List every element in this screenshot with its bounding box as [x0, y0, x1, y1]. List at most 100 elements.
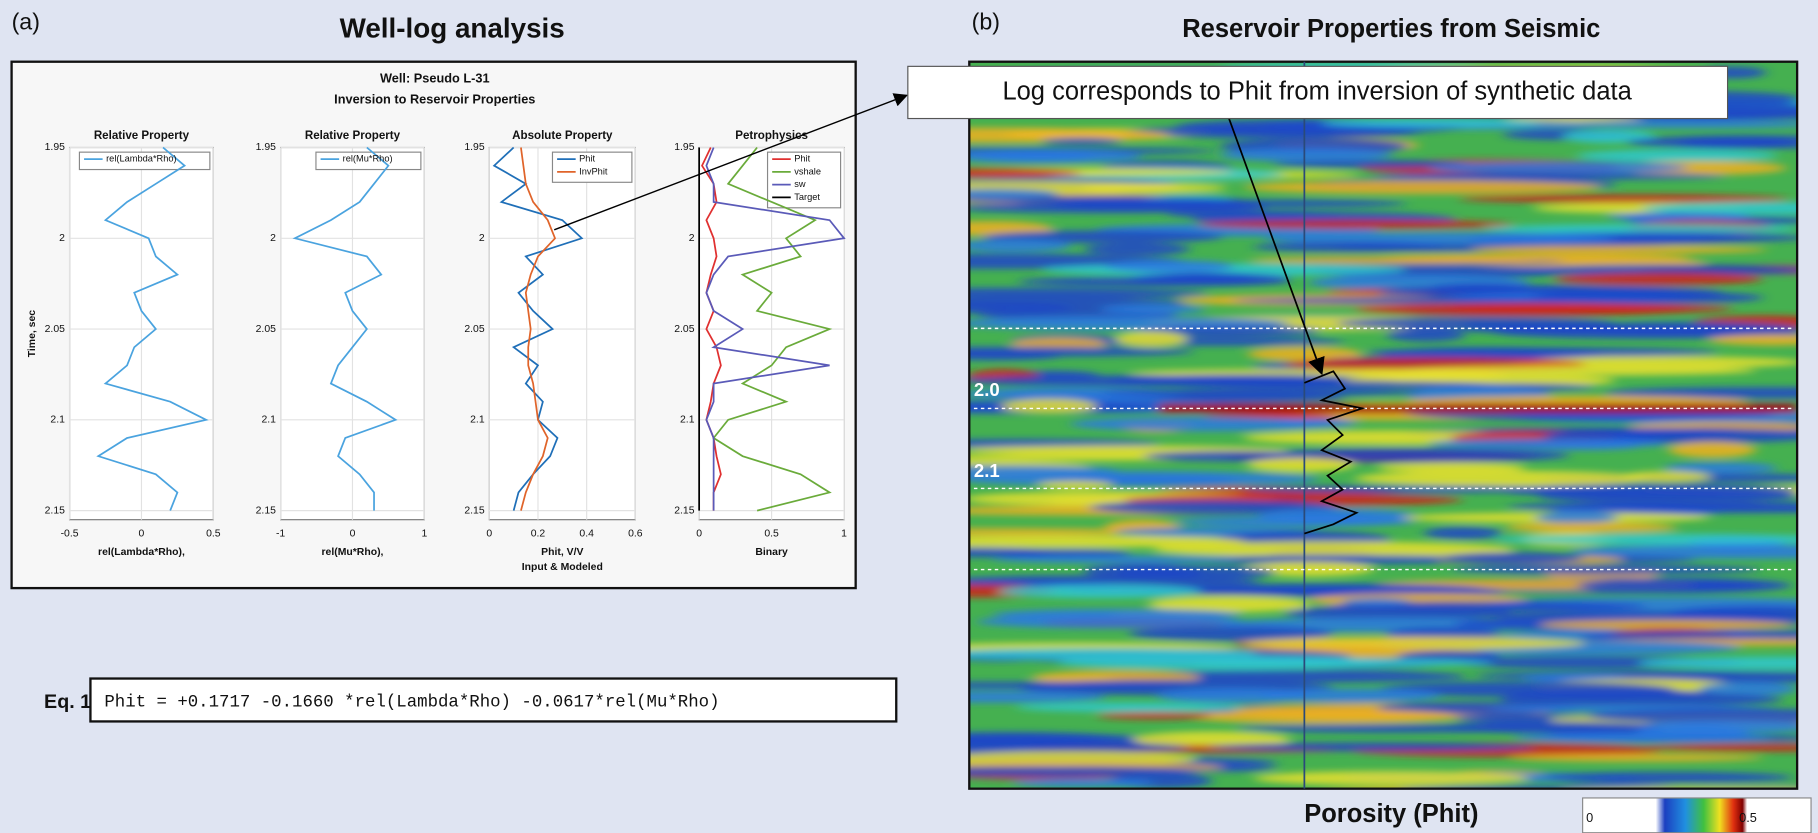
legend-label: rel(Lambda*Rho): [106, 154, 177, 164]
seismic-stripe: [1607, 212, 1752, 222]
x-axis-sublabel: Input & Modeled: [522, 562, 603, 573]
x-tick-label: 0.4: [579, 528, 594, 539]
y-axis-label: Time, sec: [27, 310, 38, 358]
y-tick-label: 1.95: [45, 142, 65, 153]
seismic-stripe: [1252, 242, 1443, 252]
x-tick-label: 0.6: [628, 528, 643, 539]
legend-label: Target: [794, 192, 820, 202]
colorbar: [1583, 798, 1811, 833]
seismic-stripe: [1386, 328, 1466, 341]
y-tick-label: 2: [59, 233, 65, 244]
seismic-stripe: [1191, 659, 1492, 667]
plot-area: [489, 148, 635, 520]
figure: (a) Well-log analysis Well: Pseudo L-31 …: [0, 0, 1818, 833]
seismic-stripe: [1100, 389, 1423, 396]
legend-label: InvPhit: [579, 166, 608, 176]
seismic-stripe: [1668, 442, 1756, 458]
y-tick-label: 2.15: [464, 505, 484, 516]
seismic-stripe: [1198, 220, 1514, 229]
seismic-stripe: [1017, 277, 1287, 287]
y-tick-label: 2.05: [464, 324, 484, 335]
y-tick-label: 2.05: [674, 324, 694, 335]
seismic-stripe: [1509, 754, 1763, 762]
seismic-stripe: [1512, 733, 1772, 743]
seismic-stripe: [1100, 305, 1206, 314]
y-tick-label: 2: [479, 233, 485, 244]
y-tick-label: 2.15: [256, 505, 276, 516]
x-axis-label: rel(Mu*Rho),: [321, 547, 383, 558]
colorbar-title: Porosity (Phit): [1304, 800, 1478, 828]
seismic-stripe: [1470, 246, 1767, 254]
y-tick-label: 2.05: [256, 324, 276, 335]
seismic-stripe: [991, 555, 1240, 563]
x-tick-label: 0: [486, 528, 492, 539]
x-tick-label: 0: [696, 528, 702, 539]
legend-label: sw: [794, 179, 806, 189]
seismic-stripe: [1243, 486, 1574, 493]
y-tick-label: 2.15: [45, 505, 65, 516]
seismic-stripe: [1002, 399, 1097, 414]
time-label: 2.1: [974, 460, 1000, 481]
seismic-stripe: [1250, 256, 1541, 263]
x-tick-label: -0.5: [61, 528, 79, 539]
seismic-stripe: [1554, 273, 1763, 286]
panel-label: (a): [12, 9, 40, 35]
y-tick-label: 2.1: [50, 415, 65, 426]
seismic-stripe: [1084, 243, 1190, 255]
x-tick-label: 1: [841, 528, 847, 539]
seismic-stripe: [1097, 712, 1211, 719]
seismic-stripe: [1254, 771, 1529, 786]
x-tick-label: 0: [350, 528, 356, 539]
seismic-stripe: [1678, 136, 1794, 149]
time-label: 2.0: [974, 379, 1000, 400]
seismic-stripe: [1173, 516, 1416, 527]
seismic-stripe: [1561, 120, 1818, 128]
seismic-stripe: [1341, 598, 1411, 605]
seismic-stripe: [1321, 119, 1541, 128]
colorbar-tick-label: 0.5: [1739, 810, 1757, 825]
x-tick-label: 1: [421, 528, 427, 539]
legend-label: vshale: [794, 166, 821, 176]
y-tick-label: 2.15: [674, 505, 694, 516]
seismic-stripe: [1115, 331, 1187, 347]
seismic-stripe: [1424, 527, 1502, 539]
panel-title: Well-log analysis: [340, 13, 565, 44]
seismic-stripe: [955, 239, 1071, 252]
panel-title: Reservoir Properties from Seismic: [1182, 15, 1600, 43]
x-axis-label: Binary: [755, 547, 788, 558]
x-tick-label: 0.2: [531, 528, 546, 539]
seismic-stripe: [1538, 489, 1800, 503]
seismic-stripe: [998, 584, 1202, 598]
seismic-stripe: [1577, 578, 1791, 593]
equation-label: Eq. 1.: [44, 691, 97, 713]
seismic-stripe: [1448, 304, 1733, 314]
x-axis-label: rel(Lambda*Rho),: [98, 547, 185, 558]
page: (a) Well-log analysis Well: Pseudo L-31 …: [0, 0, 1818, 833]
x-tick-label: 0.5: [206, 528, 221, 539]
seismic-stripe: [1440, 552, 1584, 564]
x-axis-label: Phit, V/V: [541, 547, 583, 558]
seismic-stripe: [948, 149, 1142, 163]
seismic-stripe: [1458, 194, 1789, 203]
y-tick-label: 1.95: [256, 142, 276, 153]
seismic-stripe: [1209, 743, 1535, 752]
seismic-stripe: [1505, 523, 1677, 533]
well-name: Well: Pseudo L-31: [380, 70, 490, 85]
seismic-stripe: [1531, 291, 1764, 304]
seismic-stripe: [1015, 703, 1244, 712]
y-tick-label: 1.95: [464, 142, 484, 153]
callout: Log corresponds to Phit from inversion o…: [1002, 78, 1632, 106]
seismic-stripe: [1244, 180, 1601, 194]
legend-label: Phit: [794, 154, 810, 164]
y-tick-label: 2: [689, 233, 695, 244]
seismic-stripe: [1545, 772, 1792, 783]
seismic-stripe: [1445, 722, 1665, 734]
seismic-stripe: [1484, 224, 1801, 234]
seismic-stripe: [1173, 200, 1407, 208]
plot-title: Relative Property: [94, 130, 190, 142]
seismic-stripe: [1428, 161, 1689, 173]
plot-title: Absolute Property: [512, 130, 613, 142]
y-tick-label: 2.1: [261, 415, 276, 426]
seismic-stripe: [1535, 512, 1619, 523]
seismic-stripe: [1355, 470, 1648, 486]
